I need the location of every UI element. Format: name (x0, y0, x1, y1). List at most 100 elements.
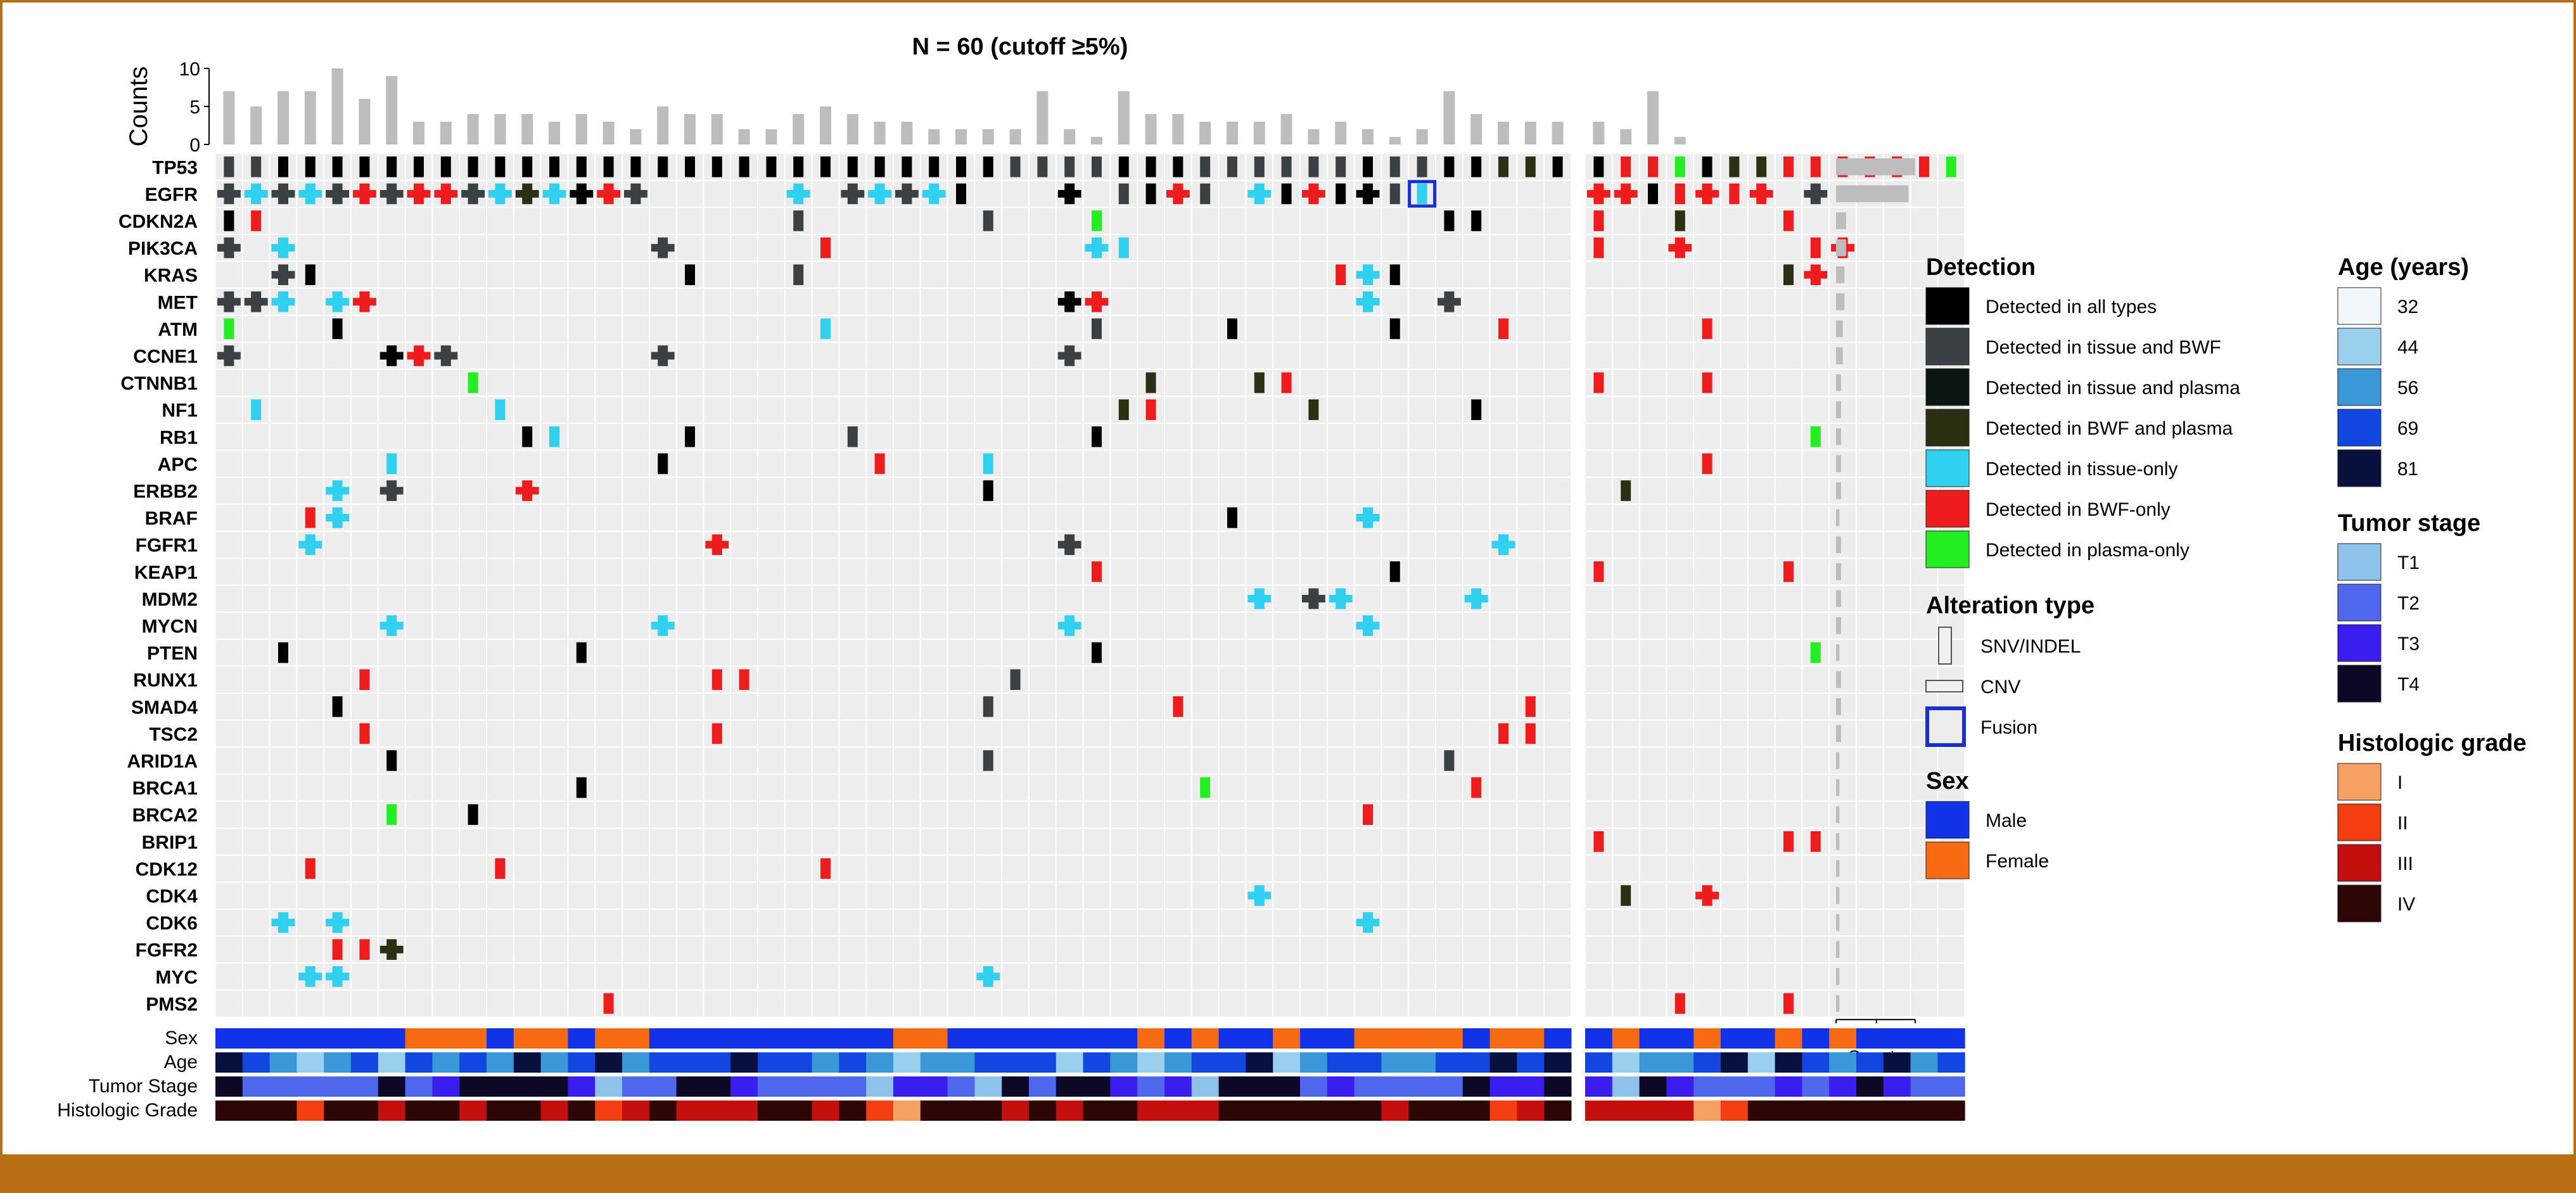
grid-cell (1138, 234, 1164, 261)
snv-mark (820, 156, 831, 177)
annotation-cell-age (1110, 1052, 1138, 1073)
fusion-mark (1408, 180, 1437, 208)
grid-cell (894, 990, 920, 1017)
grid-cell (1490, 585, 1517, 612)
grid-cell (514, 559, 540, 585)
grid-cell (1301, 234, 1327, 261)
legend-swatch-sex (1925, 841, 1970, 879)
grid-cell (324, 613, 350, 639)
annotation-cell-age (1639, 1052, 1667, 1073)
grid-cell (1938, 585, 1965, 612)
grid-cell (623, 450, 649, 477)
grid-cell (1545, 936, 1571, 962)
grid-cell (1884, 936, 1910, 962)
grid-cell (324, 748, 350, 774)
grid-cell (839, 909, 866, 936)
grid-cell (1586, 694, 1612, 720)
annotation-cell-age (1937, 1052, 1965, 1073)
annotation-cell-stage (1802, 1076, 1830, 1097)
grid-cell (1111, 855, 1137, 882)
grid-cell (1409, 774, 1435, 801)
grid-cell (975, 936, 1002, 962)
snv-mark (1092, 318, 1102, 340)
grid-cell (1301, 801, 1327, 827)
grid-cell (1056, 936, 1083, 962)
grid-cell (514, 289, 540, 315)
grid-cell (297, 801, 324, 827)
grid-cell (839, 936, 866, 962)
gene-label: CTNNB1 (120, 373, 198, 394)
grid-cell (1802, 208, 1829, 234)
grid-cell (568, 424, 595, 450)
grid-cell (839, 801, 866, 827)
snv-mark (1593, 831, 1604, 852)
grid-cell (433, 504, 459, 531)
grid-cell (541, 289, 568, 315)
grid-cell (1694, 234, 1720, 261)
grid-cell (1219, 424, 1246, 450)
grid-cell (1545, 774, 1571, 801)
cnv-mark (1085, 244, 1109, 252)
grid-cell (1721, 343, 1747, 369)
cnv-mark (1438, 298, 1461, 306)
grid-cell (352, 774, 378, 801)
legend-swatch-fusion (1925, 706, 1966, 747)
grid-cell (921, 613, 947, 639)
grid-cell (1694, 208, 1720, 234)
annotation-cell-age (1436, 1052, 1463, 1073)
grid-cell (433, 450, 459, 477)
grid-cell (378, 424, 405, 450)
grid-cell (975, 424, 1002, 450)
annotation-cell-stage (242, 1076, 271, 1097)
grid-cell (1667, 424, 1693, 450)
grid-cell (297, 289, 324, 315)
grid-cell (1219, 532, 1246, 558)
grid-cell (433, 990, 459, 1017)
grid-cell (1640, 585, 1666, 612)
grid-cell (704, 369, 730, 396)
grid-cell (1083, 262, 1110, 288)
grid-cell (216, 801, 242, 827)
grid-cell (1586, 748, 1612, 774)
grid-cell (1721, 639, 1747, 666)
grid-cell (1694, 639, 1720, 666)
grid-cell (731, 262, 757, 288)
grid-cell (1857, 369, 1883, 396)
cnv-mark (976, 973, 1000, 981)
grid-cell (1056, 369, 1083, 396)
grid-cell (568, 504, 595, 531)
grid-cell (270, 208, 296, 234)
grid-cell (541, 369, 568, 396)
grid-cell (270, 369, 296, 396)
annotation-cell-grade (568, 1100, 596, 1121)
grid-cell (1301, 504, 1327, 531)
grid-cell (405, 936, 432, 962)
cnv-mark (1057, 298, 1081, 306)
grid-cell (1857, 504, 1883, 531)
grid-cell (677, 883, 703, 909)
grid-cell (1884, 774, 1910, 801)
grid-cell (487, 504, 513, 531)
grid-cell (1382, 639, 1408, 666)
snv-mark (685, 264, 695, 285)
grid-cell (894, 639, 920, 666)
grid-cell (1301, 990, 1327, 1017)
grid-cell (975, 667, 1002, 692)
grid-cell (352, 883, 378, 909)
annotation-cell-stage (269, 1076, 297, 1097)
annotation-cell-age (1544, 1052, 1572, 1073)
gene-label: TP53 (152, 157, 198, 178)
grid-cell (1802, 343, 1829, 369)
annotation-cell-stage (920, 1076, 948, 1097)
annotation-cell-stage (1164, 1076, 1192, 1097)
grid-cell (1694, 829, 1720, 855)
grid-cell (1056, 478, 1083, 504)
grid-cell (243, 585, 269, 612)
grid-cell (378, 990, 405, 1017)
grid-cell (1030, 424, 1055, 450)
annotation-cell-sex (1910, 1028, 1938, 1049)
annotation-cell-sex (568, 1028, 596, 1049)
grid-cell (1775, 234, 1802, 261)
annotation-cell-age (1693, 1052, 1721, 1073)
grid-cell (1355, 936, 1381, 962)
